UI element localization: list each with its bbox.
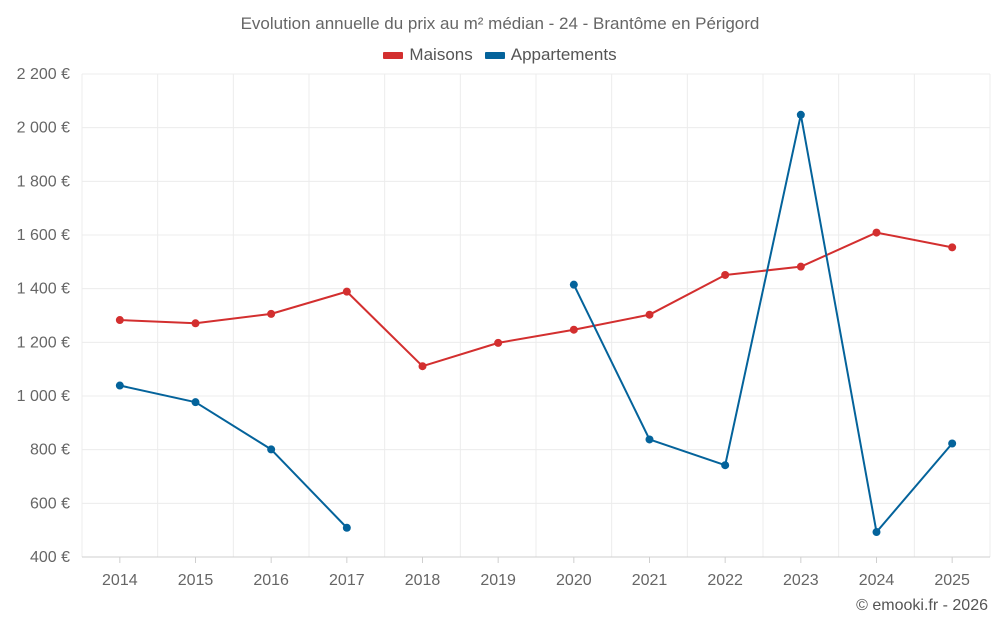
data-point-appartements-2023 — [796, 110, 805, 119]
credit: © emooki.fr - 2026 — [856, 597, 988, 614]
data-point-appartements-2022 — [721, 461, 730, 470]
data-point-maisons-2021 — [645, 310, 654, 319]
x-tick-label: 2022 — [707, 572, 743, 589]
y-tick-label: 1 000 € — [17, 388, 70, 405]
data-point-appartements-2020 — [569, 280, 578, 289]
x-tick-label: 2016 — [253, 572, 289, 589]
x-tick-label: 2023 — [783, 572, 819, 589]
data-point-appartements-2015 — [191, 398, 200, 407]
x-tick-label: 2017 — [329, 572, 365, 589]
y-tick-label: 600 € — [30, 495, 70, 512]
legend-label-appartements: Appartements — [510, 45, 617, 64]
data-point-maisons-2015 — [191, 319, 200, 328]
series-line-appartements — [119, 384, 348, 529]
data-point-maisons-2017 — [342, 287, 351, 296]
y-tick-label: 400 € — [30, 549, 70, 566]
data-point-maisons-2025 — [948, 243, 957, 252]
series-appartements — [115, 110, 957, 537]
data-point-maisons-2023 — [796, 262, 805, 271]
legend-item-maisons[interactable]: Maisons — [383, 45, 473, 65]
data-point-appartements-2025 — [948, 439, 957, 448]
x-tick-label: 2019 — [480, 572, 516, 589]
y-tick-label: 2 200 € — [17, 66, 70, 83]
x-tick-label: 2021 — [632, 572, 668, 589]
grid — [81, 73, 991, 558]
y-tick-label: 800 € — [30, 442, 70, 459]
y-tick-label: 1 200 € — [17, 334, 70, 351]
x-tick-label: 2015 — [178, 572, 214, 589]
data-point-maisons-2020 — [569, 325, 578, 334]
x-tick-label: 2020 — [556, 572, 592, 589]
data-point-appartements-2014 — [115, 381, 124, 390]
data-point-maisons-2022 — [721, 270, 730, 279]
data-point-appartements-2024 — [872, 528, 881, 537]
data-point-appartements-2017 — [342, 523, 351, 532]
data-point-maisons-2016 — [267, 309, 276, 318]
series-line-appartements — [572, 113, 953, 534]
series-line-maisons — [119, 231, 953, 368]
data-point-appartements-2021 — [645, 435, 654, 444]
y-tick-label: 1 800 € — [17, 173, 70, 190]
y-tick-label: 1 400 € — [17, 281, 70, 298]
y-tick-label: 1 600 € — [17, 227, 70, 244]
x-tick-label: 2024 — [859, 572, 895, 589]
series-maisons — [115, 228, 957, 371]
legend: Maisons Appartements — [0, 45, 1000, 65]
legend-swatch-maisons — [383, 51, 404, 59]
x-tick-label: 2014 — [102, 572, 138, 589]
data-point-maisons-2019 — [494, 338, 503, 347]
data-point-appartements-2016 — [267, 445, 276, 454]
data-point-maisons-2018 — [418, 362, 427, 371]
legend-item-appartements[interactable]: Appartements — [484, 45, 617, 65]
legend-label-maisons: Maisons — [409, 45, 473, 64]
chart-title: Evolution annuelle du prix au m² médian … — [240, 14, 760, 33]
data-point-maisons-2024 — [872, 228, 881, 237]
data-point-maisons-2014 — [115, 316, 124, 325]
legend-swatch-appartements — [484, 51, 505, 59]
x-tick-label: 2025 — [934, 572, 970, 589]
x-tick-label: 2018 — [405, 572, 441, 589]
y-tick-label: 2 000 € — [17, 120, 70, 137]
